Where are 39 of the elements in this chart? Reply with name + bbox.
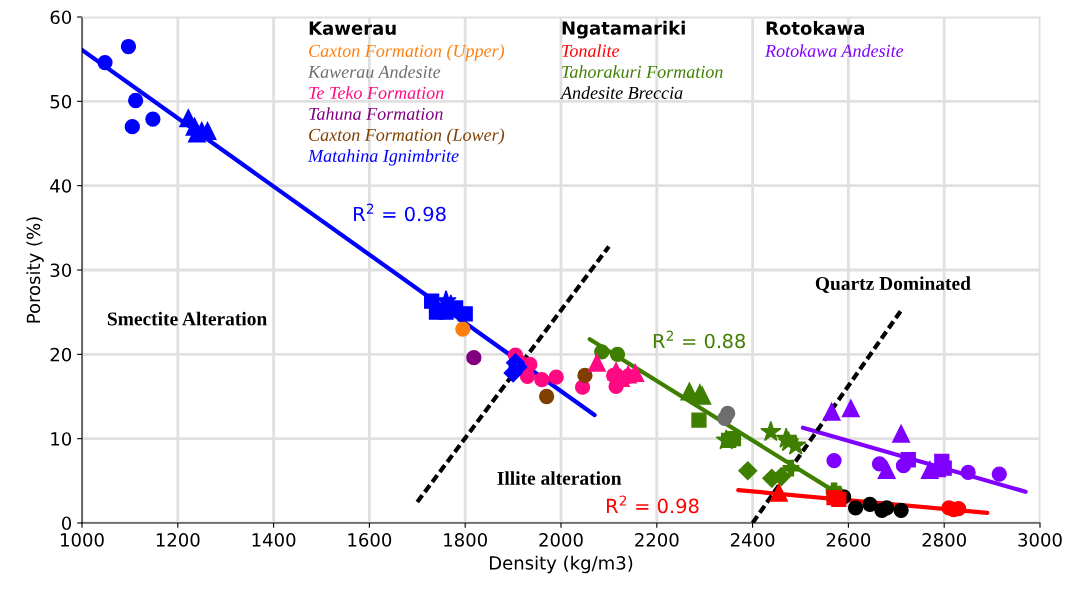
text: Andesite Breccia [560,86,683,99]
y-tick-label: 60 [50,10,72,25]
y-tick-label: 30 [50,263,72,278]
text: Caxton Formation (Lower) [309,128,505,145]
annotation: Quartz Dominated [815,276,971,294]
x-tick-label: 3000 [1018,533,1062,547]
text: Tahorakuri Formation [562,65,723,78]
text: Te Teko Formation [309,86,444,99]
x-tick-label: 2000 [539,533,583,547]
x-tick-label: 2200 [635,533,679,547]
y-tick-label: 10 [51,432,72,446]
annotation: Smectite Alteration [107,311,267,326]
x-tick-label: 1200 [156,533,200,547]
text: Rotokawa Andesite [764,44,904,57]
x-tick-label: 1000 [61,533,104,547]
annotation: Kawerau [309,21,396,35]
annotation: R$^{2}$ = 0.98 [606,495,699,514]
annotation: Rotokawa [766,20,865,35]
annotation: Illite alteration [497,471,622,485]
text: Caxton Formation (Upper) [309,44,505,61]
text: Matahina Ignimbrite [307,149,459,166]
y-axis-title: Porosity (%) [26,217,44,323]
y-tick-label: 40 [50,179,72,193]
x-tick-label: 1800 [444,533,487,547]
text: Tonalite [562,44,620,57]
y-tick-label: 0 [61,516,72,531]
text: Kawerau Andesite [307,65,441,78]
y-tick-label: 20 [50,347,72,362]
x-tick-label: 2800 [922,533,966,547]
text: Tahuna Formation [309,107,443,120]
y-tick-label: 50 [50,94,72,109]
annotation: R$^{2}$ = 0.88 [653,330,746,349]
x-tick-label: 1600 [348,533,392,547]
annotation: Ngatamariki [562,20,685,39]
x-tick-label: 2600 [826,533,871,547]
x-axis-title: Density (kg/m3) [490,555,633,574]
x-tick-label: 1400 [252,533,296,547]
annotation: R$^{2}$ = 0.98 [354,203,446,222]
x-tick-label: 2400 [730,533,775,547]
